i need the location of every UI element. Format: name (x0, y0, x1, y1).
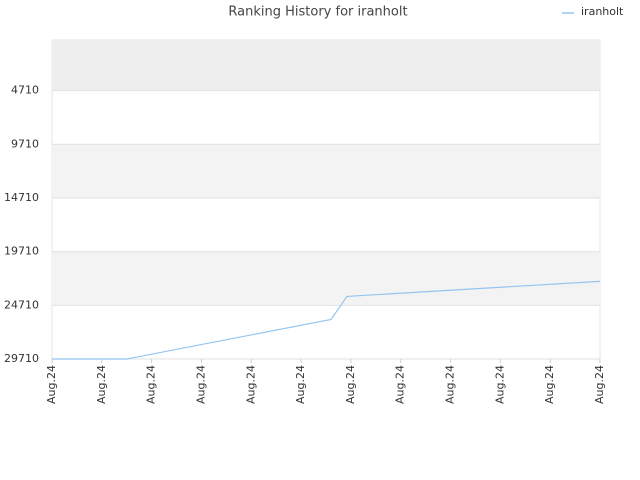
x-tick-label: Aug.24 (244, 365, 257, 404)
y-tick-label: 19710 (4, 245, 39, 258)
y-tick-label: 29710 (4, 352, 39, 365)
x-tick-label: Aug.24 (294, 365, 307, 404)
x-tick-label: Aug.24 (344, 365, 357, 404)
x-tick-label: Aug.24 (394, 365, 407, 404)
x-tick-label: Aug.24 (444, 365, 457, 404)
y-tick-label: 4710 (11, 84, 39, 97)
y-tick-label: 14710 (4, 191, 39, 204)
band (52, 251, 600, 306)
y-tick-label: 9710 (11, 137, 39, 150)
chart-title: Ranking History for iranholt (228, 5, 407, 20)
x-tick-label: Aug.24 (493, 365, 506, 404)
series-line (52, 280, 601, 360)
plot-background (51, 39, 601, 360)
legend-label: iranholt (581, 5, 624, 18)
band (52, 144, 600, 198)
x-tick-label: Aug.24 (593, 365, 606, 404)
x-tick-label: Aug.24 (194, 365, 207, 404)
x-tick-label: Aug.24 (543, 365, 556, 404)
y-tick-label: 24710 (4, 298, 39, 311)
x-tick-label: Aug.24 (45, 365, 58, 404)
x-tick-label: Aug.24 (145, 365, 158, 404)
x-tick-label: Aug.24 (95, 365, 108, 404)
band (52, 40, 600, 91)
